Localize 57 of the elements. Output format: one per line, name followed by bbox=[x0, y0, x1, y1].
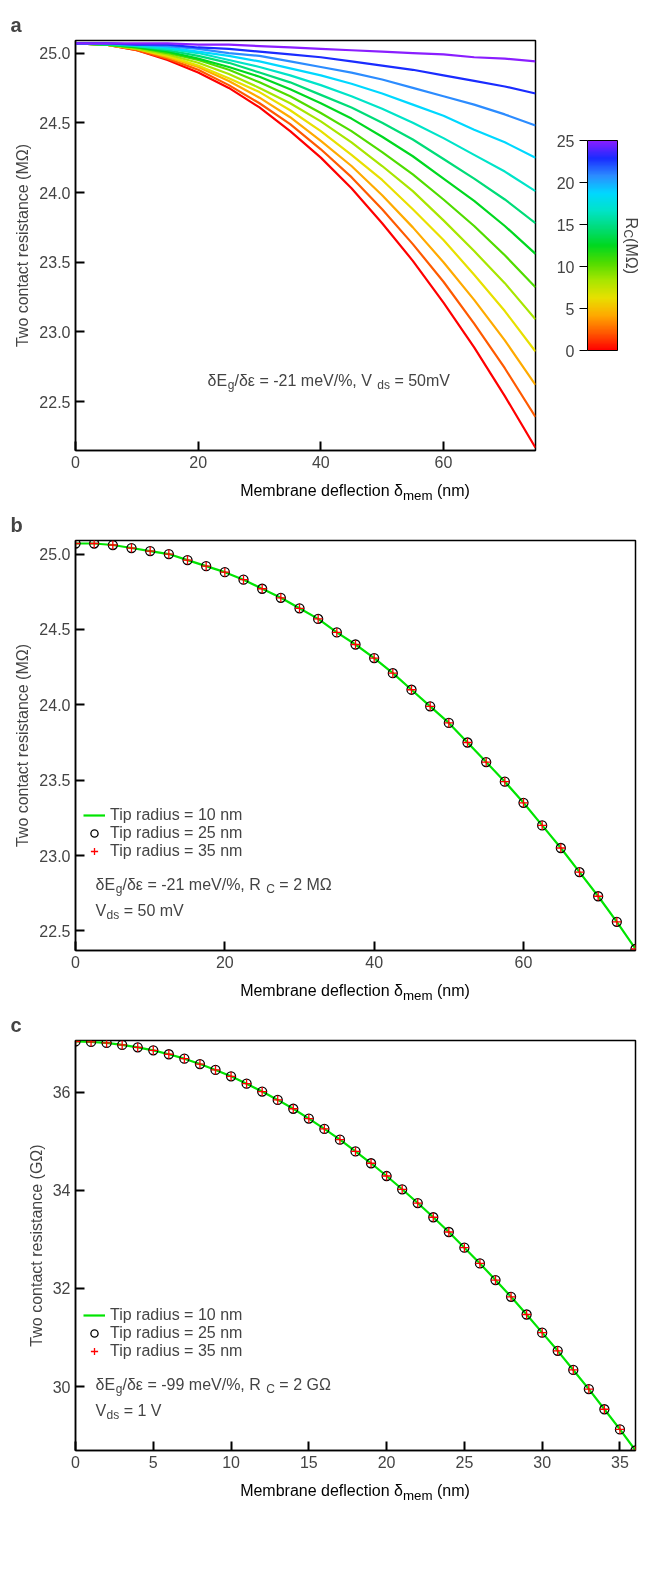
chart-title: a bbox=[10, 13, 23, 36]
y-tick-label: 23.0 bbox=[39, 847, 71, 865]
legend-label: Tip radius = 10 nm bbox=[110, 806, 243, 824]
y-tick-label: 24.0 bbox=[39, 184, 71, 202]
x-tick-label: 5 bbox=[148, 1453, 158, 1471]
color-bar-label: 0 bbox=[565, 342, 575, 360]
y-axis-title: Two contact resistance (MΩ) bbox=[14, 143, 32, 348]
x-axis-title: Membrane deflection δ$_{mem}$ (nm) bbox=[239, 981, 471, 1006]
legend-label: Tip radius = 35 nm bbox=[110, 842, 243, 860]
chart-title: b bbox=[10, 513, 23, 536]
y-tick-label: 23.5 bbox=[39, 254, 71, 272]
y-tick-label: 22.5 bbox=[39, 922, 71, 940]
y-tick-label: 24.5 bbox=[39, 621, 71, 639]
y-tick-label: 36 bbox=[52, 1084, 71, 1102]
chart-title: c bbox=[10, 1013, 22, 1036]
x-tick-label: 20 bbox=[215, 953, 234, 971]
x-tick-label: 60 bbox=[434, 453, 453, 471]
color-bar-label: 5 bbox=[565, 300, 575, 318]
x-tick-label: 0 bbox=[71, 953, 81, 971]
x-tick-label: 15 bbox=[299, 1453, 318, 1471]
y-tick-label: 34 bbox=[52, 1182, 71, 1200]
x-tick-label: 20 bbox=[189, 453, 208, 471]
x-tick-label: 10 bbox=[222, 1453, 241, 1471]
y-tick-label: 24.0 bbox=[39, 696, 71, 714]
x-axis-title: Membrane deflection δ$_{mem}$ (nm) bbox=[239, 481, 471, 506]
y-tick-label: 24.5 bbox=[39, 114, 71, 132]
line-series bbox=[75, 542, 636, 951]
x-tick-label: 35 bbox=[611, 1453, 629, 1471]
color-bar-label: 20 bbox=[556, 174, 575, 192]
x-tick-label: 40 bbox=[311, 453, 330, 471]
y-tick-label: 25.0 bbox=[39, 45, 71, 63]
x-tick-label: 40 bbox=[365, 953, 384, 971]
y-axis-title: Two contact resistance (GΩ) bbox=[27, 1144, 45, 1347]
legend-label: Tip radius = 25 nm bbox=[110, 1324, 243, 1342]
y-axis-title: Two contact resistance (MΩ) bbox=[14, 643, 32, 848]
color-bar-title: RC(MΩ) bbox=[620, 217, 640, 275]
y-tick-label: 30 bbox=[52, 1378, 71, 1396]
x-axis-title: Membrane deflection δ$_{mem}$ (nm) bbox=[239, 1481, 471, 1506]
x-tick-label: 0 bbox=[71, 1453, 81, 1471]
x-tick-label: 20 bbox=[377, 1453, 396, 1471]
legend-label: Tip radius = 25 nm bbox=[110, 824, 243, 842]
line-series bbox=[75, 1040, 636, 1451]
legend-label: Tip radius = 35 nm bbox=[110, 1342, 243, 1360]
legend-label: Tip radius = 10 nm bbox=[110, 1306, 243, 1324]
y-tick-label: 23.5 bbox=[39, 772, 71, 790]
color-bar-label: 10 bbox=[556, 258, 575, 276]
x-tick-label: 0 bbox=[71, 453, 81, 471]
color-bar-label: 25 bbox=[556, 132, 575, 150]
x-tick-label: 25 bbox=[455, 1453, 474, 1471]
x-tick-label: 60 bbox=[514, 953, 533, 971]
line-series bbox=[75, 42, 536, 63]
x-tick-label: 30 bbox=[533, 1453, 552, 1471]
color-bar-label: 15 bbox=[556, 216, 575, 234]
y-tick-label: 25.0 bbox=[39, 546, 71, 564]
y-tick-label: 23.0 bbox=[39, 323, 71, 341]
y-tick-label: 22.5 bbox=[39, 393, 71, 411]
y-tick-label: 32 bbox=[52, 1280, 71, 1298]
